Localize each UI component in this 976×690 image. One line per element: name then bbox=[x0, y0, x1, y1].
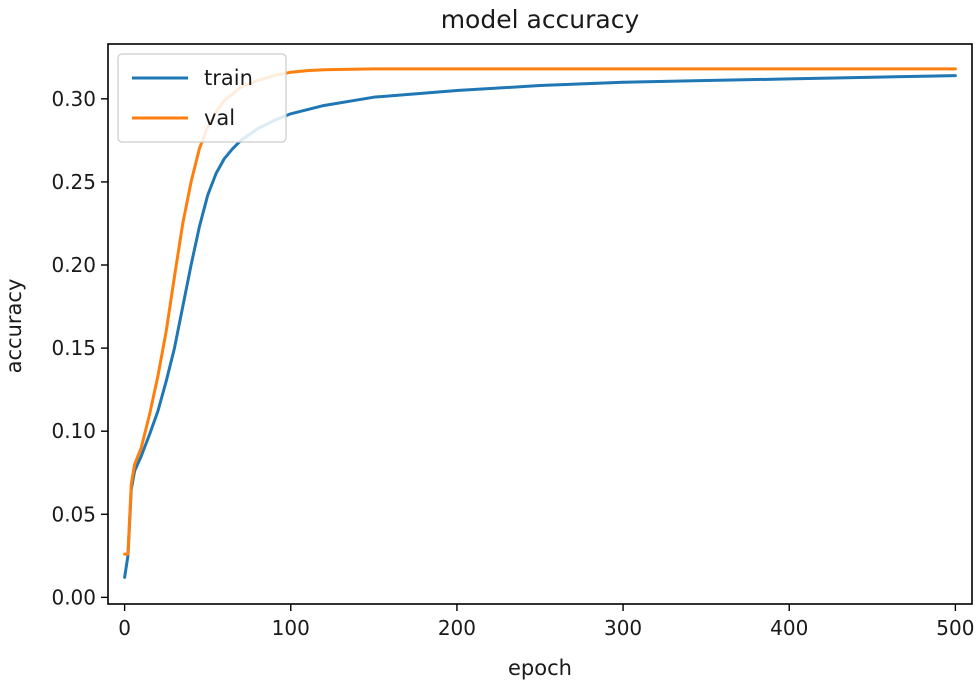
x-tick-label: 100 bbox=[272, 616, 310, 640]
y-tick-label: 0.20 bbox=[51, 253, 96, 277]
series-line-train bbox=[123, 74, 957, 579]
y-tick-label: 0.30 bbox=[51, 87, 96, 111]
legend-label-train: train bbox=[204, 66, 253, 90]
plot-lines bbox=[123, 67, 957, 579]
legend: train val bbox=[117, 53, 287, 143]
x-axis-ticks: 0 100 200 300 400 500 bbox=[118, 604, 974, 640]
y-axis-label: accuracy bbox=[2, 279, 26, 374]
x-tick-label: 400 bbox=[770, 616, 808, 640]
x-tick-label: 500 bbox=[936, 616, 974, 640]
y-tick-label: 0.15 bbox=[51, 336, 96, 360]
y-tick-label: 0.00 bbox=[51, 585, 96, 609]
x-tick-label: 0 bbox=[118, 616, 131, 640]
plot-area-frame bbox=[107, 43, 973, 605]
x-tick-label: 200 bbox=[438, 616, 476, 640]
chart-title: model accuracy bbox=[441, 5, 640, 34]
y-axis-ticks: 0.00 0.05 0.10 0.15 0.20 0.25 0.30 bbox=[51, 87, 108, 609]
y-tick-label: 0.05 bbox=[51, 502, 96, 526]
x-tick-label: 300 bbox=[604, 616, 642, 640]
y-tick-label: 0.25 bbox=[51, 170, 96, 194]
legend-label-val: val bbox=[204, 106, 235, 130]
x-axis-label: epoch bbox=[508, 656, 572, 680]
legend-box bbox=[117, 53, 287, 143]
y-tick-label: 0.10 bbox=[51, 419, 96, 443]
